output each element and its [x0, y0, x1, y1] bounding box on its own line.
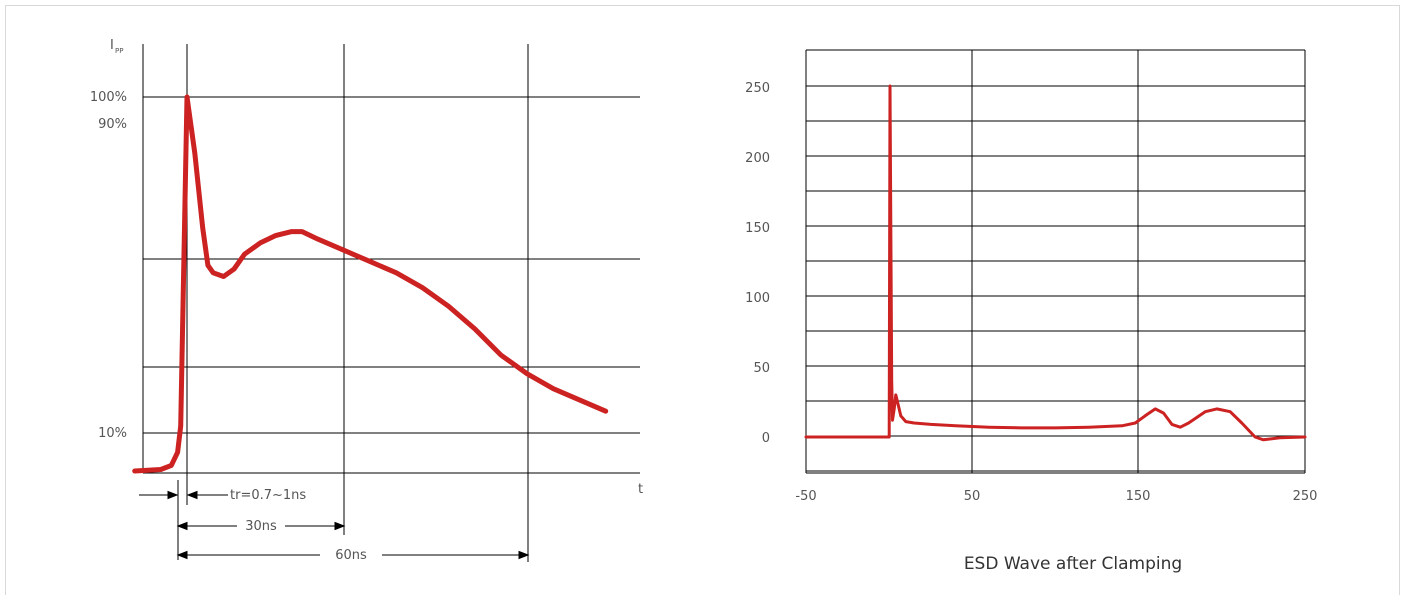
- right-ytick-150: 150: [745, 221, 770, 236]
- left-ytick-90: 90%: [98, 117, 127, 132]
- right-grid: [805, 49, 1306, 474]
- left-ytick-100: 100%: [90, 90, 127, 105]
- esd-test-waveform-chart: I PP 100% 90% 10% t tr=0.7~1ns 30ns 60ns: [90, 38, 643, 563]
- span30-head-left: [176, 521, 188, 531]
- span60-head-left: [176, 550, 188, 560]
- rise-arrow-left-head: [167, 490, 179, 500]
- left-xlabel: t: [638, 482, 643, 497]
- left-grid: [142, 44, 640, 562]
- rise-time-label: tr=0.7~1ns: [230, 488, 306, 503]
- rise-arrow-right-head: [186, 490, 198, 500]
- right-xtick-50: 50: [964, 489, 981, 504]
- figure-frame: [5, 5, 1400, 595]
- span-30ns-label: 30ns: [245, 519, 277, 534]
- right-xtick-neg50: -50: [795, 489, 816, 504]
- span-60ns-dimension: [176, 550, 530, 560]
- right-xtick-150: 150: [1126, 489, 1151, 504]
- left-ytick-10: 10%: [98, 426, 127, 441]
- left-series-line: [132, 94, 609, 474]
- rise-time-dimension: [139, 490, 228, 500]
- esd-clamped-waveform-chart: 250 200 150 100 50 0 -50 50 150 250 ESD …: [745, 49, 1318, 574]
- right-ytick-50: 50: [753, 361, 770, 376]
- span-30ns-dimension: [176, 521, 346, 531]
- right-ytick-0: 0: [762, 431, 770, 446]
- span30-head-right: [334, 521, 346, 531]
- right-series-line: [804, 84, 1307, 442]
- right-ytick-200: 200: [745, 151, 770, 166]
- right-ytick-100: 100: [745, 291, 770, 306]
- right-chart-title: ESD Wave after Clamping: [964, 554, 1182, 574]
- left-ylabel: I: [110, 38, 114, 53]
- span60-head-right: [518, 550, 530, 560]
- right-xtick-250: 250: [1293, 489, 1318, 504]
- right-ytick-250: 250: [745, 81, 770, 96]
- left-ylabel-subscript: PP: [115, 47, 123, 55]
- span-60ns-label: 60ns: [335, 548, 367, 563]
